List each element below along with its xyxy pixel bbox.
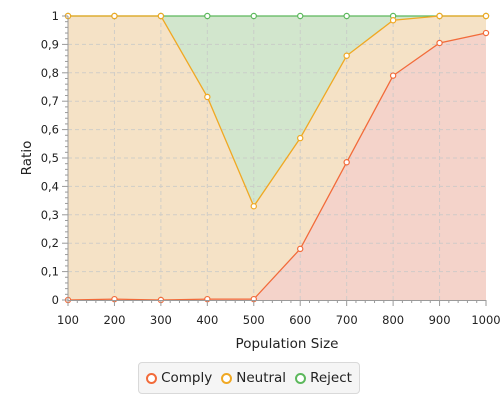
series-line-comply: [67, 32, 487, 301]
x-tick-label: 1000: [471, 313, 500, 327]
series-line-neutral: [68, 15, 486, 208]
y-tick-label: 0: [52, 293, 59, 307]
area-fills: [68, 16, 486, 300]
legend-marker-neutral: [221, 372, 233, 384]
data-point-neutral: [343, 52, 350, 59]
legend-label-comply: Comply: [161, 370, 213, 386]
y-tick-label: 0,9: [41, 37, 59, 51]
data-point-reject: [250, 12, 257, 20]
y-tick-label: 0,1: [41, 265, 59, 279]
legend-marker-comply: [146, 372, 158, 384]
x-tick-label: 100: [57, 313, 79, 327]
data-point-neutral: [111, 12, 118, 20]
x-tick-label: 200: [103, 313, 125, 327]
area-comply: [68, 33, 486, 300]
data-point-neutral: [297, 134, 304, 142]
data-point-neutral: [482, 12, 490, 20]
legend-label-neutral: Neutral: [236, 370, 287, 386]
legend-item-reject[interactable]: Reject: [295, 370, 352, 386]
data-point-comply: [389, 72, 397, 79]
y-tick-labels: 0 0,1 0,2 0,3 0,4 0,5 0,6 0,7 0,8 0,9 1: [41, 9, 59, 307]
data-point-comply: [343, 159, 350, 166]
y-tick-label: 0,7: [41, 94, 59, 108]
legend-marker-reject: [295, 372, 307, 384]
data-point-comply: [482, 29, 490, 37]
x-axis-title: Population Size: [236, 336, 339, 352]
data-point-neutral: [250, 203, 257, 210]
legend-label-reject: Reject: [310, 370, 352, 386]
chart-legend: Comply Neutral Reject: [138, 362, 360, 394]
y-tick-label: 0,5: [41, 151, 59, 165]
data-point-reject: [297, 12, 304, 20]
x-minor-ticks: [67, 300, 487, 306]
data-point-neutral: [157, 12, 165, 20]
y-tick-label: 0,8: [41, 66, 59, 80]
data-point-neutral: [436, 12, 443, 20]
y-axis-title: Ratio: [19, 141, 35, 176]
y-minor-ticks: [62, 15, 68, 301]
x-tick-label: 500: [243, 313, 265, 327]
x-tick-label: 600: [289, 313, 311, 327]
y-tick-label: 1: [52, 9, 59, 23]
data-point-neutral: [389, 17, 397, 24]
data-point-comply: [436, 39, 443, 47]
x-tick-labels: 100 200 300 400 500 600 700 800 900 1000: [57, 313, 500, 327]
y-tick-label: 0,4: [41, 179, 59, 193]
data-point-reject: [204, 12, 211, 20]
legend-item-neutral[interactable]: Neutral: [221, 370, 286, 386]
y-tick-label: 0,3: [41, 208, 59, 222]
x-tick-label: 400: [196, 313, 218, 327]
x-tick-label: 800: [382, 313, 404, 327]
x-tick-label: 700: [336, 313, 358, 327]
y-tick-label: 0,2: [41, 236, 59, 250]
x-tick-label: 300: [150, 313, 172, 327]
grid-lines: [68, 16, 486, 300]
series-points-neutral: [64, 12, 490, 210]
data-point-comply: [297, 245, 304, 253]
x-tick-label: 900: [429, 313, 451, 327]
legend-item-comply[interactable]: Comply: [146, 370, 212, 386]
data-point-reject: [343, 12, 350, 20]
data-point-neutral: [204, 93, 211, 101]
y-tick-label: 0,6: [41, 123, 59, 137]
